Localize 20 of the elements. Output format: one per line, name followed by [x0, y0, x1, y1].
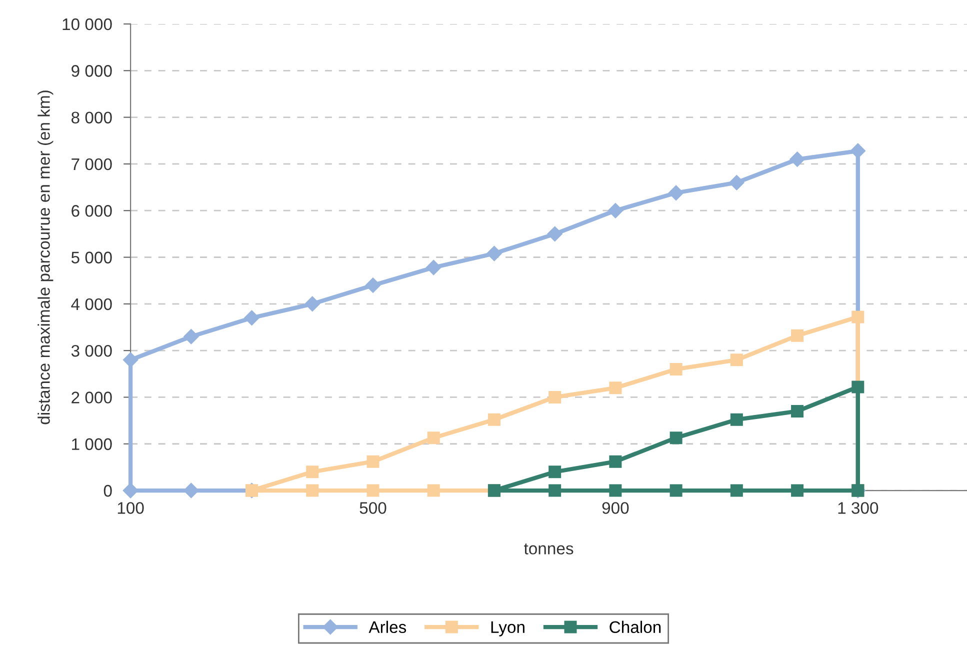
x-tick-label: 100	[118, 502, 144, 514]
x-tick-label: 1 300	[838, 502, 878, 514]
y-axis-title: distance maximale parcourue en mer (en km)	[38, 90, 54, 424]
legend-label: Lyon	[491, 621, 524, 636]
y-tick-label: 6 000	[72, 205, 112, 217]
x-tick-label: 500	[360, 502, 386, 514]
y-tick-label: 3 000	[71, 344, 112, 357]
y-tick-label: 10 000	[62, 18, 112, 30]
y-tick-label: 7 000	[72, 158, 112, 170]
y-tick-label: 0	[104, 484, 112, 497]
legend-label: Chalon	[610, 620, 661, 634]
x-tick-label: 900	[602, 502, 629, 514]
y-tick-label: 9 000	[72, 65, 112, 77]
y-tick-label: 4 000	[71, 298, 112, 310]
y-tick-label: 1 000	[72, 438, 112, 450]
y-tick-label: 5 000	[71, 252, 112, 264]
legend-label: Arles	[368, 620, 406, 634]
y-tick-label: 2 000	[72, 392, 112, 404]
x-axis-title: tonnes	[524, 543, 574, 554]
y-tick-label: 8 000	[72, 112, 112, 124]
